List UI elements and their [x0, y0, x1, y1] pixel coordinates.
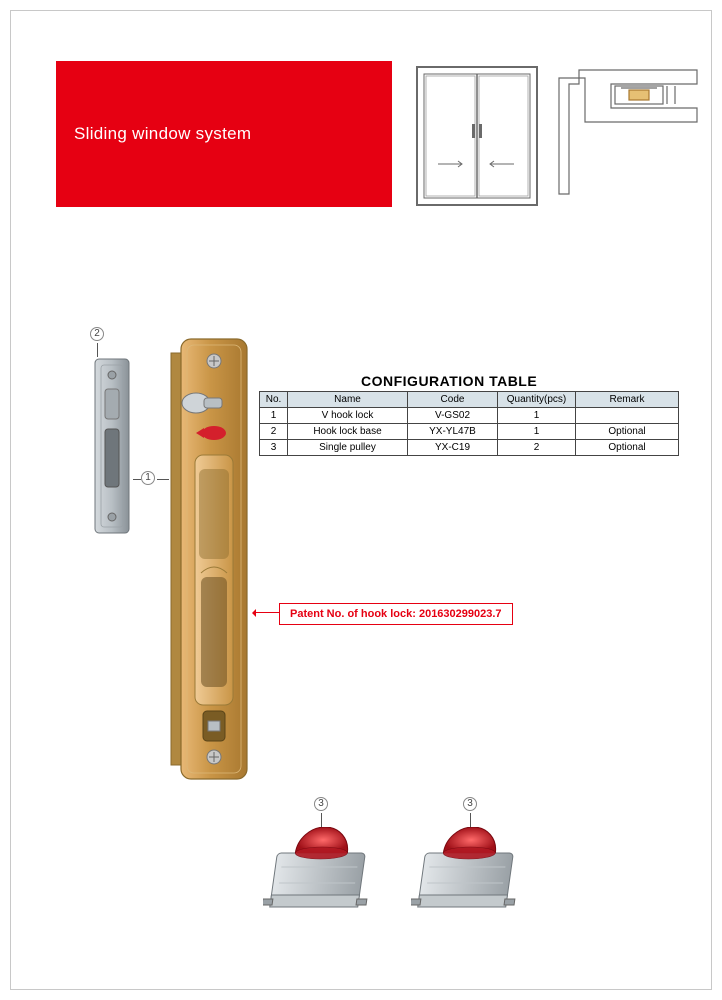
v-hook-lock — [169, 337, 251, 783]
profile-diagram — [551, 66, 701, 206]
callout-1: 1 — [141, 471, 155, 485]
hook-lock-base — [91, 357, 133, 535]
config-table-title: CONFIGURATION TABLE — [361, 373, 537, 389]
lead-2 — [97, 343, 98, 357]
th-rem: Remark — [576, 392, 679, 408]
th-name: Name — [288, 392, 408, 408]
table-header-row: No. Name Code Quantity(pcs) Remark — [260, 392, 679, 408]
lead-3a — [321, 813, 322, 827]
th-qty: Quantity(pcs) — [498, 392, 576, 408]
table-row: 2 Hook lock base YX-YL47B 1 Optional — [260, 424, 679, 440]
patent-label-box: Patent No. of hook lock: 201630299023.7 — [279, 603, 513, 625]
table-row: 3 Single pulley YX-C19 2 Optional — [260, 440, 679, 456]
table-row: 1 V hook lock V-GS02 1 — [260, 408, 679, 424]
config-table: No. Name Code Quantity(pcs) Remark 1 V h… — [259, 391, 679, 456]
th-code: Code — [408, 392, 498, 408]
callout-3b: 3 — [463, 797, 477, 811]
single-pulley-b — [411, 827, 529, 919]
callout-3a: 3 — [314, 797, 328, 811]
patent-lead-line — [253, 612, 279, 613]
lead-3b — [470, 813, 471, 827]
th-no: No. — [260, 392, 288, 408]
lead-1a — [157, 479, 169, 480]
patent-number: 201630299023.7 — [419, 608, 502, 620]
page-title: Sliding window system — [74, 124, 251, 144]
patent-label: Patent No. of hook lock: — [290, 608, 419, 620]
callout-2: 2 — [90, 327, 104, 341]
lead-1b — [133, 479, 141, 480]
single-pulley-a — [263, 827, 381, 919]
window-diagram — [416, 66, 538, 206]
page: Sliding window system 2 — [10, 10, 712, 990]
title-banner: Sliding window system — [56, 61, 392, 207]
